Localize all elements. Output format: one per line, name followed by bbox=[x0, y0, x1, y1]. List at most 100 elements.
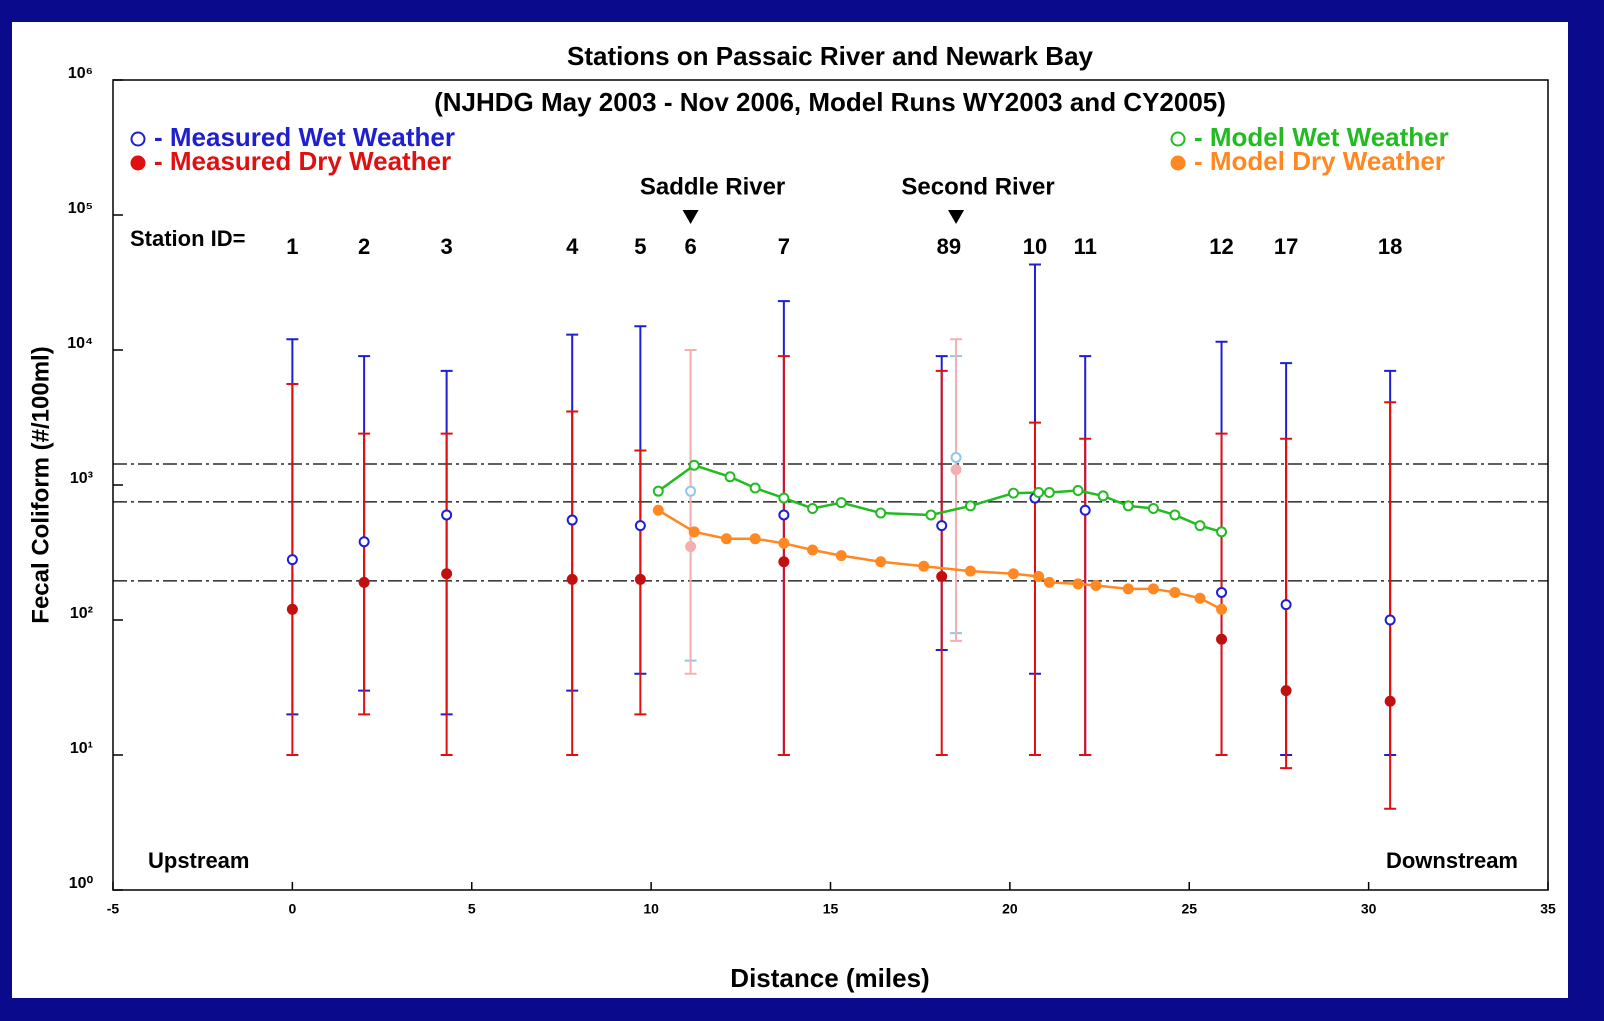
point bbox=[925, 509, 937, 521]
station-label: 1 bbox=[286, 234, 298, 259]
point bbox=[749, 533, 761, 545]
y-tick-label: 10¹ bbox=[70, 740, 93, 757]
river-label: Saddle River bbox=[640, 173, 785, 200]
point bbox=[1033, 571, 1045, 583]
point bbox=[685, 541, 697, 553]
error-bar bbox=[950, 338, 963, 642]
point bbox=[1194, 520, 1206, 532]
point bbox=[566, 514, 578, 526]
point bbox=[724, 471, 736, 483]
point bbox=[1169, 509, 1181, 521]
point bbox=[358, 536, 370, 548]
point bbox=[964, 565, 976, 577]
point bbox=[950, 451, 962, 463]
error-bar bbox=[440, 432, 453, 756]
point bbox=[964, 500, 976, 512]
y-axis-label: Fecal Coliform (#/100ml) bbox=[27, 346, 54, 623]
point bbox=[918, 560, 930, 572]
point bbox=[1384, 614, 1396, 626]
station-label: 5 bbox=[634, 234, 646, 259]
x-tick-label: 20 bbox=[1002, 901, 1018, 917]
chart-title: Stations on Passaic River and Newark Bay bbox=[567, 41, 1094, 71]
point bbox=[1216, 603, 1228, 615]
x-axis-label: Distance (miles) bbox=[730, 963, 929, 993]
legend-marker bbox=[1170, 155, 1186, 171]
station-label: 7 bbox=[778, 234, 790, 259]
x-tick-label: -5 bbox=[107, 901, 120, 917]
point bbox=[1384, 695, 1396, 707]
panel bbox=[12, 22, 1568, 998]
point bbox=[1043, 486, 1055, 498]
point bbox=[1280, 685, 1292, 697]
legend-label: - Model Dry Weather bbox=[1194, 146, 1445, 176]
point bbox=[1147, 583, 1159, 595]
legend-marker bbox=[130, 131, 146, 147]
point bbox=[1216, 526, 1228, 538]
station-label: 3 bbox=[441, 234, 453, 259]
point bbox=[936, 571, 948, 583]
point bbox=[875, 556, 887, 568]
station-label: 89 bbox=[937, 234, 961, 259]
error-bar bbox=[286, 382, 299, 756]
x-tick-label: 0 bbox=[288, 901, 296, 917]
point bbox=[835, 550, 847, 562]
point bbox=[634, 573, 646, 585]
point bbox=[807, 544, 819, 556]
point bbox=[835, 497, 847, 509]
point bbox=[778, 556, 790, 568]
point bbox=[634, 520, 646, 532]
point bbox=[1280, 599, 1292, 611]
point bbox=[1216, 633, 1228, 645]
y-tick-label: 10² bbox=[70, 605, 93, 622]
point bbox=[1007, 487, 1019, 499]
point bbox=[875, 507, 887, 519]
station-label: 2 bbox=[358, 234, 370, 259]
x-tick-label: 35 bbox=[1540, 901, 1556, 917]
y-tick-label: 10⁴ bbox=[67, 335, 93, 352]
point bbox=[441, 509, 453, 521]
river-label: Second River bbox=[901, 173, 1054, 200]
point bbox=[1122, 583, 1134, 595]
point bbox=[936, 520, 948, 532]
x-tick-label: 10 bbox=[643, 901, 659, 917]
error-bar bbox=[684, 349, 697, 675]
point bbox=[1043, 576, 1055, 588]
point bbox=[652, 485, 664, 497]
station-label: 18 bbox=[1378, 234, 1402, 259]
x-tick-label: 15 bbox=[823, 901, 839, 917]
point bbox=[778, 492, 790, 504]
point bbox=[286, 603, 298, 615]
point bbox=[1072, 485, 1084, 497]
error-bar bbox=[1028, 421, 1041, 756]
point bbox=[1216, 586, 1228, 598]
station-label: 11 bbox=[1074, 234, 1097, 259]
point bbox=[807, 502, 819, 514]
station-label: 6 bbox=[684, 234, 696, 259]
error-bar bbox=[1384, 401, 1397, 810]
station-label: 10 bbox=[1023, 234, 1047, 259]
point bbox=[749, 482, 761, 494]
point bbox=[688, 526, 700, 538]
upstream-label: Upstream bbox=[148, 848, 249, 873]
station-label: 12 bbox=[1209, 234, 1233, 259]
point bbox=[950, 464, 962, 476]
river-marker bbox=[948, 210, 965, 224]
point bbox=[652, 504, 664, 516]
station-prefix: Station ID= bbox=[130, 226, 246, 251]
legend-marker bbox=[1170, 131, 1186, 147]
chart-subtitle: (NJHDG May 2003 - Nov 2006, Model Runs W… bbox=[434, 87, 1226, 117]
point bbox=[566, 573, 578, 585]
error-bar bbox=[777, 355, 790, 756]
x-tick-label: 25 bbox=[1181, 901, 1197, 917]
point bbox=[1147, 502, 1159, 514]
legend-marker bbox=[130, 155, 146, 171]
point bbox=[1079, 504, 1091, 516]
downstream-label: Downstream bbox=[1386, 848, 1518, 873]
point bbox=[778, 509, 790, 521]
point bbox=[1169, 586, 1181, 598]
point bbox=[1122, 500, 1134, 512]
x-tick-label: 30 bbox=[1361, 901, 1377, 917]
point bbox=[1033, 486, 1045, 498]
